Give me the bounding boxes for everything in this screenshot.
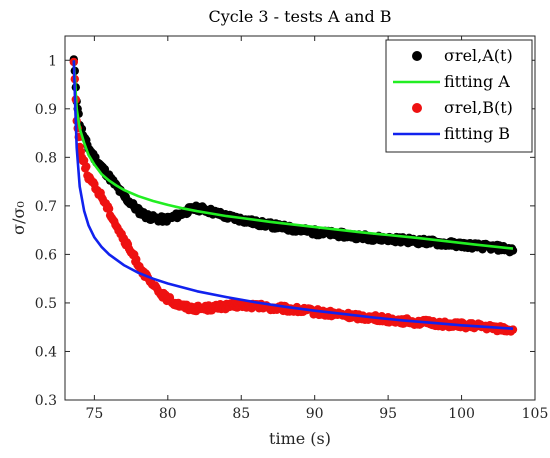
legend-marker <box>412 51 422 61</box>
x-tick-label: 80 <box>159 406 177 422</box>
legend-label: fitting A <box>444 72 510 91</box>
y-tick-label: 0.6 <box>35 247 57 263</box>
plot-area <box>69 55 518 336</box>
y-tick-label: 0.3 <box>35 393 57 409</box>
x-tick-label: 100 <box>448 406 475 422</box>
y-tick-label: 0.7 <box>35 199 57 215</box>
legend-marker <box>412 103 422 113</box>
axes-box <box>64 35 536 401</box>
data-point <box>104 204 114 213</box>
legend-label: fitting B <box>444 124 510 143</box>
y-axis-label: σ/σ₀ <box>9 201 28 235</box>
chart-title: Cycle 3 - tests A and B <box>208 7 391 26</box>
fitting-a-line <box>72 60 514 250</box>
y-tick-label: 0.4 <box>35 344 57 360</box>
x-tick-label: 95 <box>379 406 397 422</box>
legend: σrel,A(t) fitting A σrel,B(t) fitting B <box>385 39 533 153</box>
y-tick-label: 0.9 <box>35 102 57 118</box>
x-tick-label: 105 <box>522 406 549 422</box>
x-tick-label: 75 <box>85 406 103 422</box>
x-tick-label: 90 <box>306 406 324 422</box>
axis-ticks: 75 80 85 90 95 100 105 0.3 0.4 0.5 0.6 0.7 0.8 0.9 1 <box>35 36 549 422</box>
x-tick-label: 85 <box>232 406 250 422</box>
y-tick-label: 0.5 <box>35 296 57 312</box>
x-axis-label: time (s) <box>269 429 331 448</box>
legend-label: σrel,B(t) <box>444 98 513 117</box>
data-point <box>82 162 91 171</box>
fitting-b-line <box>72 60 514 330</box>
legend-label: σrel,A(t) <box>444 46 513 65</box>
y-tick-label: 0.8 <box>35 150 57 166</box>
y-tick-label: 1 <box>48 53 57 69</box>
